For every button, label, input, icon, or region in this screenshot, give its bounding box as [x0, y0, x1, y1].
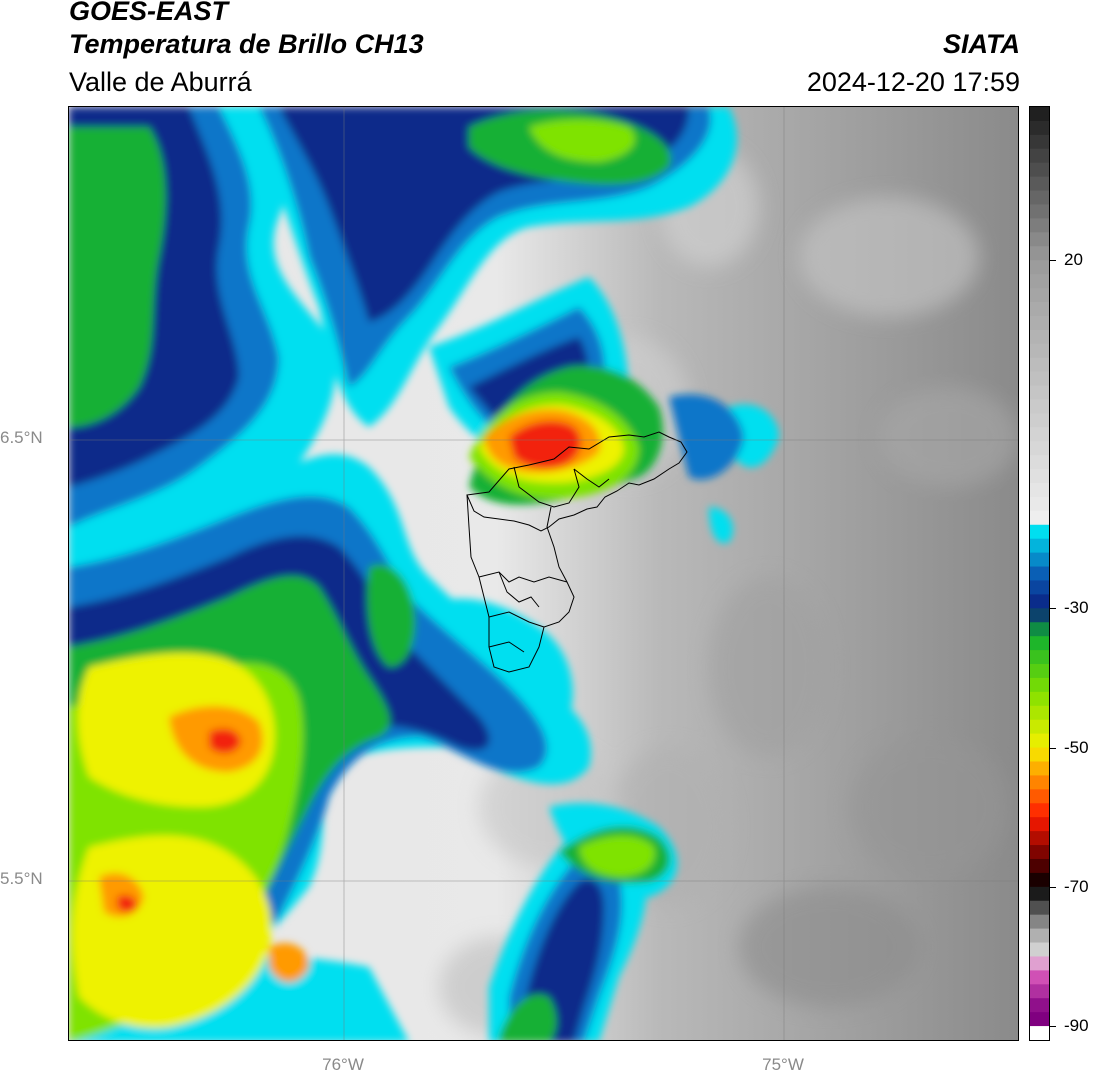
- colorbar-step: [1030, 441, 1049, 456]
- colorbar-step: [1030, 594, 1049, 609]
- colorbar-step: [1030, 371, 1049, 387]
- colorbar-step: [1030, 636, 1049, 651]
- colorbar-step: [1030, 858, 1049, 874]
- colorbar-tick-mark: [1050, 747, 1056, 749]
- colorbar-step: [1030, 747, 1049, 762]
- colorbar-step: [1030, 120, 1049, 136]
- valle-aburra-boundaries: [466, 431, 688, 673]
- colorbar-tick-mark: [1050, 260, 1056, 262]
- colorbar-step: [1030, 148, 1049, 164]
- colorbar-step: [1030, 691, 1049, 707]
- colorbar-step: [1030, 260, 1049, 275]
- colorbar-tick-label: -70: [1064, 876, 1089, 896]
- colorbar-tick-label: -50: [1064, 737, 1089, 757]
- longitude-label: 76°W: [322, 1055, 364, 1074]
- colorbar-tick-mark: [1050, 1026, 1056, 1028]
- latitude-label: 5.5°N: [0, 869, 43, 888]
- colorbar-step: [1030, 190, 1049, 205]
- colorbar-step: [1030, 566, 1049, 581]
- colorbar-step: [1030, 789, 1049, 804]
- colorbar-step: [1030, 399, 1049, 414]
- colorbar-step: [1030, 664, 1049, 679]
- colorbar-step: [1030, 496, 1049, 512]
- colorbar-step: [1030, 775, 1049, 790]
- colorbar-step: [1030, 413, 1049, 428]
- colorbar-tick-label: 20: [1064, 250, 1083, 270]
- colorbar-step: [1030, 246, 1049, 261]
- colorbar-step: [1030, 886, 1049, 902]
- colorbar-step: [1030, 719, 1049, 735]
- colorbar-step: [1030, 608, 1049, 623]
- colorbar-step: [1030, 733, 1049, 749]
- colorbar-step: [1030, 803, 1049, 818]
- colorbar-tick-mark: [1050, 886, 1056, 888]
- colorbar-step: [1030, 650, 1049, 665]
- colorbar-step: [1030, 524, 1049, 540]
- longitude-label: 75°W: [762, 1055, 804, 1074]
- satellite-title: GOES-EAST: [69, 0, 229, 26]
- colorbar-tick-label: -90: [1064, 1016, 1089, 1036]
- colorbar-ramp: [1030, 107, 1049, 1040]
- colorbar-step: [1030, 427, 1049, 442]
- colorbar-step: [1030, 482, 1049, 498]
- region-subtitle: Valle de Aburrá: [69, 67, 252, 97]
- colorbar-step: [1030, 385, 1049, 400]
- colorbar-tick-mark: [1050, 608, 1056, 610]
- cold-cloud-tops: [69, 107, 779, 1040]
- product-title: Temperatura de Brillo CH13: [69, 29, 424, 59]
- colorbar-step: [1030, 956, 1049, 971]
- colorbar-step: [1030, 315, 1049, 331]
- colorbar-step: [1030, 761, 1049, 776]
- colorbar-step: [1030, 301, 1049, 317]
- colorbar-step: [1030, 928, 1049, 944]
- colorbar-step: [1030, 817, 1049, 832]
- colorbar-step: [1030, 107, 1049, 122]
- colorbar-step: [1030, 329, 1049, 345]
- colorbar-step: [1030, 204, 1049, 219]
- colorbar-step: [1030, 1026, 1049, 1040]
- colorbar-step: [1030, 622, 1049, 637]
- colorbar-tick-label: -30: [1064, 598, 1089, 618]
- colorbar-step: [1030, 900, 1049, 916]
- colorbar-step: [1030, 469, 1049, 484]
- colorbar-step: [1030, 984, 1049, 999]
- colorbar-step: [1030, 580, 1049, 595]
- colorbar-step: [1030, 970, 1049, 985]
- colorbar-step: [1030, 845, 1049, 860]
- colorbar-step: [1030, 232, 1049, 247]
- colorbar-step: [1030, 274, 1049, 289]
- colorbar-step: [1030, 552, 1049, 568]
- colorbar-step: [1030, 357, 1049, 373]
- latitude-label: 6.5°N: [0, 428, 43, 447]
- colorbar-step: [1030, 343, 1049, 359]
- colorbar: [1029, 106, 1050, 1041]
- colorbar-step: [1030, 831, 1049, 846]
- map-canvas: [69, 107, 1018, 1040]
- colorbar-step: [1030, 162, 1049, 178]
- agency-label: SIATA: [943, 29, 1020, 59]
- datetime-label: 2024-12-20 17:59: [806, 67, 1020, 97]
- colorbar-step: [1030, 134, 1049, 150]
- colorbar-step: [1030, 942, 1049, 957]
- colorbar-step: [1030, 218, 1049, 233]
- colorbar-step: [1030, 705, 1049, 721]
- colorbar-step: [1030, 288, 1049, 303]
- colorbar-step: [1030, 510, 1049, 526]
- colorbar-step: [1030, 1012, 1049, 1027]
- graticule: [69, 107, 1018, 1040]
- colorbar-step: [1030, 998, 1049, 1013]
- satellite-map[interactable]: [68, 106, 1019, 1041]
- colorbar-step: [1030, 914, 1049, 930]
- colorbar-step: [1030, 455, 1049, 470]
- colorbar-step: [1030, 176, 1049, 192]
- colorbar-step: [1030, 538, 1049, 554]
- colorbar-step: [1030, 872, 1049, 888]
- colorbar-step: [1030, 677, 1049, 693]
